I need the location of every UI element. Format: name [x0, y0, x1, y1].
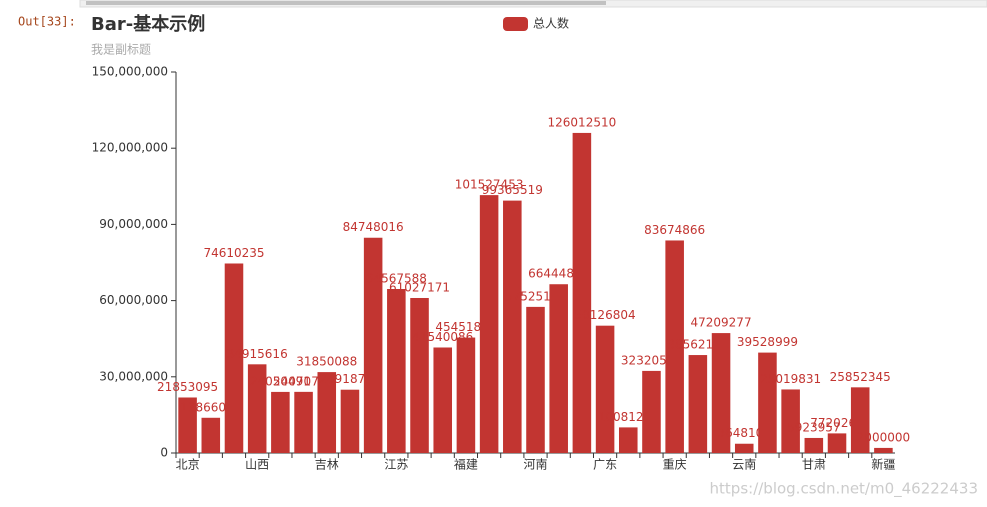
x-tick-label: 吉林 — [315, 458, 339, 472]
x-tick-label: 河南 — [523, 457, 547, 472]
y-tick-label: 30,000,000 — [99, 369, 168, 383]
chart-title: Bar-基本示例 — [91, 13, 205, 35]
data-label: 3648100 — [718, 426, 771, 440]
data-label: 101527453 — [455, 178, 524, 192]
bar — [178, 397, 197, 453]
bar — [642, 370, 661, 453]
bar — [665, 240, 684, 453]
scrollbar-thumb[interactable] — [86, 1, 606, 5]
bar — [317, 372, 337, 453]
data-label: 83674866 — [644, 223, 705, 237]
bar — [224, 263, 244, 453]
y-tick-label: 120,000,000 — [92, 141, 168, 155]
data-label: 25019831 — [760, 372, 821, 386]
bar — [340, 389, 360, 453]
bar — [781, 389, 800, 453]
data-label: 64567588 — [366, 271, 427, 285]
data-label: 126012510 — [548, 115, 617, 129]
legend-label: 总人数 — [533, 16, 569, 31]
bar — [526, 306, 545, 453]
data-label: 2000000 — [857, 430, 910, 444]
bar — [711, 333, 731, 453]
bar — [410, 297, 429, 453]
y-tick-label: 90,000,000 — [99, 217, 168, 231]
x-tick-label: 江苏 — [384, 458, 408, 472]
bar — [804, 437, 824, 453]
data-label: 31850088 — [296, 355, 357, 369]
data-label: 24050491 — [250, 374, 311, 388]
x-tick-label: 重庆 — [663, 458, 687, 472]
data-label: 34915616 — [227, 347, 288, 361]
bar — [503, 200, 522, 453]
x-tick-label: 云南 — [732, 457, 756, 472]
bar — [363, 237, 383, 453]
x-tick-label: 甘肃 — [802, 458, 826, 472]
bar — [688, 355, 708, 453]
bar — [874, 447, 893, 453]
data-label: 99365519 — [482, 183, 543, 197]
x-tick-label: 广东 — [593, 458, 617, 472]
x-tick-label: 新疆 — [871, 457, 895, 472]
bar — [387, 288, 406, 453]
data-label: 61027171 — [389, 280, 450, 294]
bar — [595, 325, 615, 453]
output-prompt: Out[33]: — [18, 15, 76, 29]
data-label: 5923957 — [787, 420, 840, 434]
data-label: 47209277 — [691, 316, 752, 330]
x-tick-label: 福建 — [454, 457, 478, 472]
data-label: 84748016 — [343, 220, 404, 234]
bar — [433, 347, 453, 453]
bar — [618, 427, 638, 453]
watermark: https://blog.csdn.net/m0_46222433 — [710, 480, 978, 499]
y-tick-label: 0 — [160, 446, 168, 460]
bar — [758, 352, 777, 453]
bar — [549, 284, 568, 453]
bar — [572, 132, 592, 453]
data-label: 7720263 — [810, 416, 863, 430]
chart-subtitle: 我是副标题 — [91, 43, 151, 57]
bar — [456, 337, 476, 453]
bar — [294, 391, 313, 453]
y-tick-label: 60,000,000 — [99, 293, 168, 307]
data-label: 50126804 — [575, 308, 636, 322]
bar — [850, 387, 870, 453]
bar — [201, 417, 221, 453]
data-label: 74610235 — [203, 246, 264, 260]
bar — [271, 391, 290, 453]
bar — [247, 364, 267, 453]
legend-swatch — [503, 17, 528, 31]
data-label: 25852345 — [830, 370, 891, 384]
y-tick-label: 150,000,000 — [92, 65, 168, 79]
bar — [734, 443, 754, 453]
x-tick-label: 北京 — [176, 458, 200, 472]
bar — [827, 433, 847, 453]
data-label: 21853095 — [157, 380, 218, 394]
data-label: 39528999 — [737, 335, 798, 349]
x-tick-label: 山西 — [245, 458, 269, 472]
bar — [479, 195, 499, 453]
